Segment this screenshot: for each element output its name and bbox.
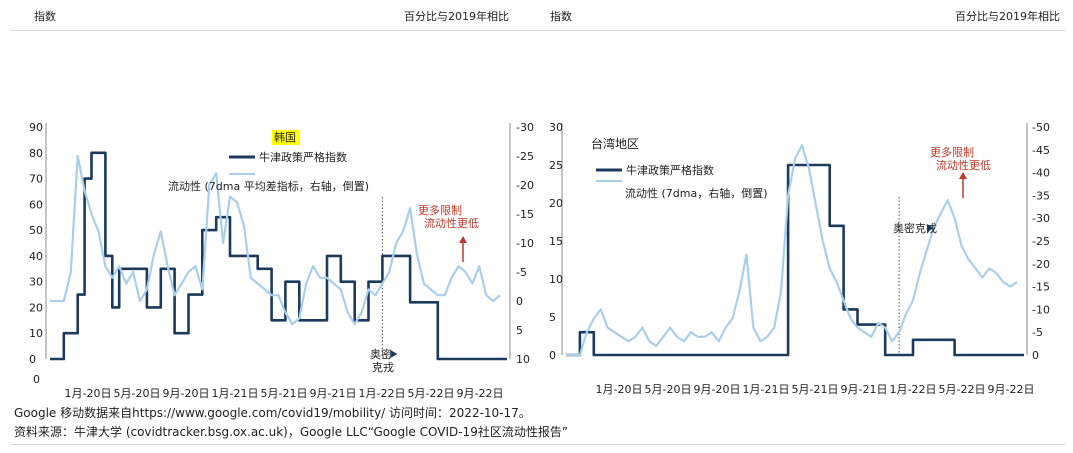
left-header-right-label: 百分比与2019年相比 xyxy=(404,10,509,23)
chart2-y-left-tick-label: 30 xyxy=(549,121,563,134)
chart2-y-right-tick-label: -45 xyxy=(1032,144,1050,157)
chart1-legend-mobility-label: 流动性 (7dma 平均差指标，右轴，倒置) xyxy=(168,179,369,193)
chart2-y-right-tick-label: -25 xyxy=(1032,235,1050,248)
chart2-y-right-tick-label: -20 xyxy=(1032,258,1050,271)
chart1-x-tick-label: 5月-21日 xyxy=(261,387,308,400)
chart2-y-right-tick-label: -5 xyxy=(1032,326,1043,339)
chart1-x-tick-label: 1月-22日 xyxy=(359,387,406,400)
chart2-y-right-tick-label: -50 xyxy=(1032,121,1050,134)
chart2-x-tick-label: 5月-22日 xyxy=(939,383,986,396)
chart1-title: 韩国 xyxy=(274,130,296,144)
chart2-omicron-arrow-icon xyxy=(927,224,934,232)
footer-divider xyxy=(10,444,1065,445)
chart2-legend-stringency-label: 牛津政策严格指数 xyxy=(626,163,714,177)
chart1-y-right-tick-label: 0 xyxy=(516,295,523,308)
chart1-omicron-label-line2: 克戎 xyxy=(372,361,394,374)
chart2-y-left-tick-label: 10 xyxy=(549,273,563,286)
chart1-omicron-arrow-icon xyxy=(390,350,398,358)
chart2-x-tick-label: 5月-20日 xyxy=(645,383,692,396)
chart1-x-tick-label: 9月-20日 xyxy=(163,387,210,400)
footer-source-line1: Google 移动数据来自https://www.google.com/covi… xyxy=(14,406,531,420)
chart2-x-tick-label: 9月-22日 xyxy=(988,383,1035,396)
chart2-x-tick-label: 9月-21日 xyxy=(841,383,888,396)
chart1-y-right-tick-label: 10 xyxy=(516,353,530,366)
chart1-x-tick-label: 1月-21日 xyxy=(212,387,259,400)
chart2-y-right-tick-label: -40 xyxy=(1032,167,1050,180)
left-header-title: 指数 xyxy=(34,10,56,23)
chart1-y-right-tick-label: -15 xyxy=(516,208,534,221)
footer-source-line2: 资料来源：牛津大学 (covidtracker.bsg.ox.ac.uk)，Go… xyxy=(14,425,569,439)
chart2-y-left-tick-label: 20 xyxy=(549,197,563,210)
chart1-legend-stringency-label: 牛津政策严格指数 xyxy=(259,150,347,164)
chart1-x-tick-label: 1月-20日 xyxy=(65,387,112,400)
chart2-x-tick-label: 5月-21日 xyxy=(792,383,839,396)
chart1-annotation-lower-mobility: 流动性更低 xyxy=(424,216,479,230)
chart2-legend-mobility-label: 流动性 (7dma，右轴，倒置) xyxy=(625,186,768,200)
chart2-annotation-more-restrictions: 更多限制 xyxy=(930,145,974,159)
chart1-y-left-tick-label: 0 xyxy=(29,353,36,366)
chart2-y-left-tick-label: 15 xyxy=(549,235,563,248)
header-divider xyxy=(10,30,1065,31)
chart1-x-tick-label: 9月-21日 xyxy=(310,387,357,400)
chart1-y-left-tick-label: 10 xyxy=(29,327,43,340)
chart1-y-right-tick-label: -30 xyxy=(516,121,534,134)
chart1-y-left-zero-baseline-label: 0 xyxy=(33,373,40,386)
chart2-annotation-arrow-head xyxy=(959,172,967,179)
chart1-y-left-tick-label: 80 xyxy=(29,147,43,160)
chart2-x-tick-label: 1月-20日 xyxy=(596,383,643,396)
chart2-y-right-tick-label: -15 xyxy=(1032,281,1050,294)
chart1-y-left-tick-label: 50 xyxy=(29,224,43,237)
chart1-y-left-tick-label: 90 xyxy=(29,121,43,134)
chart2-x-tick-label: 9月-20日 xyxy=(694,383,741,396)
chart1-y-right-tick-label: -10 xyxy=(516,237,534,250)
chart2-y-left-tick-label: 25 xyxy=(549,159,563,172)
chart2-omicron-label: 奥密克戎 xyxy=(893,221,937,235)
chart1-title-highlight xyxy=(272,130,300,145)
chart1-mobility-line xyxy=(50,154,501,326)
chart1-y-left-tick-label: 40 xyxy=(29,250,43,263)
chart2-stringency-index-line xyxy=(566,163,1024,357)
chart1-y-left-tick-label: 60 xyxy=(29,198,43,211)
right-header-title: 指数 xyxy=(550,10,572,23)
chart2-x-tick-label: 1月-21日 xyxy=(743,383,790,396)
right-header-right-label: 百分比与2019年相比 xyxy=(955,10,1060,23)
chart1-y-left-tick-label: 20 xyxy=(29,301,43,314)
chart2-y-left-tick-label: 5 xyxy=(549,311,556,324)
chart1-y-left-tick-label: 70 xyxy=(29,173,43,186)
chart2-y-right-tick-label: 0 xyxy=(1032,349,1039,362)
chart2-y-right-tick-label: -35 xyxy=(1032,189,1050,202)
chart1-y-right-tick-label: 5 xyxy=(516,324,523,337)
chart1-y-right-tick-label: -25 xyxy=(516,150,534,163)
chart2-annotation-lower-mobility: 流动性更低 xyxy=(936,158,991,172)
chart1-y-left-tick-label: 30 xyxy=(29,276,43,289)
chart1-omicron-label-line1: 奥密 xyxy=(370,347,392,361)
chart2-x-tick-label: 1月-22日 xyxy=(890,383,937,396)
chart1-x-tick-label: 9月-22日 xyxy=(457,387,504,400)
chart2-y-left-tick-label: 0 xyxy=(549,349,556,362)
chart2-title: 台湾地区 xyxy=(591,136,639,151)
chart1-stringency-index-line xyxy=(50,151,507,361)
chart1-x-tick-label: 5月-20日 xyxy=(114,387,161,400)
chart1-annotation-more-restrictions: 更多限制 xyxy=(418,203,462,217)
chart1-x-tick-label: 5月-22日 xyxy=(408,387,455,400)
chart1-y-right-tick-label: -20 xyxy=(516,179,534,192)
chart2-mobility-line xyxy=(566,144,1018,357)
chart2-y-right-tick-label: -30 xyxy=(1032,212,1050,225)
chart2-y-right-tick-label: -10 xyxy=(1032,303,1050,316)
chart1-annotation-arrow-head xyxy=(459,236,467,243)
chart1-y-right-tick-label: -5 xyxy=(516,266,527,279)
